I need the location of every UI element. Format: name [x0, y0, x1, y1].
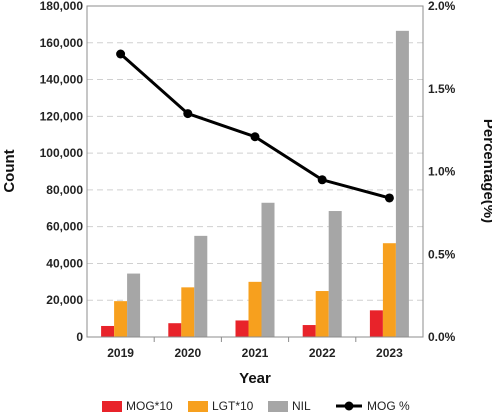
bar	[261, 202, 275, 337]
y-right-tick-label: 2.0%	[428, 0, 456, 13]
y-tick-label: 100,000	[40, 146, 84, 160]
y-tick-labels: 0 20,000 40,000 60,000 80,000 100,000 120,000 1…	[40, 0, 84, 344]
legend-label: MOG*10	[126, 399, 173, 413]
bar	[328, 211, 342, 337]
bar	[395, 30, 409, 337]
legend-swatch	[102, 401, 122, 412]
x-tick-labels: 2019 2020 2021 2022 2023	[107, 337, 403, 360]
bar	[101, 325, 115, 337]
bar	[194, 235, 208, 337]
bar	[248, 281, 262, 337]
y-right-tick-labels: 0.0% 0.5% 1.0% 1.5% 2.0%	[428, 0, 456, 344]
x-tick-label: 2023	[376, 346, 403, 360]
y-right-tick-label: 0.5%	[428, 247, 456, 261]
bar	[127, 273, 141, 337]
bar	[369, 310, 383, 337]
bar	[114, 301, 128, 337]
y-tick-label: 140,000	[40, 73, 84, 87]
bar	[181, 287, 195, 337]
legend-label: NIL	[292, 399, 311, 413]
x-tick-label: 2019	[107, 346, 134, 360]
legend-marker	[344, 401, 354, 411]
x-tick-label: 2022	[309, 346, 336, 360]
y-tick-label: 180,000	[40, 0, 84, 13]
line-path	[119, 52, 390, 200]
grid-lines	[87, 42, 423, 301]
line-point	[317, 175, 327, 185]
bar	[302, 325, 316, 337]
legend-swatch	[268, 401, 288, 412]
y-right-axis-title: Percentage(%)	[480, 119, 492, 223]
line-point	[384, 193, 394, 203]
line-point	[116, 49, 126, 59]
bar	[382, 243, 396, 337]
bar	[315, 291, 329, 337]
y-right-tick-label: 0.0%	[428, 330, 456, 344]
bars	[101, 30, 409, 337]
y-right-tick-label: 1.0%	[428, 165, 456, 179]
y-tick-label: 120,000	[40, 109, 84, 123]
bar	[235, 320, 249, 337]
legend-label: LGT*10	[212, 399, 254, 413]
y-tick-label: 40,000	[46, 256, 83, 270]
legend-swatch	[188, 401, 208, 412]
line-series	[116, 49, 394, 203]
x-tick-label: 2020	[174, 346, 201, 360]
y-right-tick-label: 1.5%	[428, 82, 456, 96]
x-tick-label: 2021	[242, 346, 269, 360]
line-point	[250, 132, 260, 142]
y-tick-label: 80,000	[46, 183, 83, 197]
plot-area-border	[86, 5, 424, 338]
x-axis-title: Year	[239, 370, 271, 387]
y-tick-label: 160,000	[40, 36, 84, 50]
legend: MOG*10 LGT*10 NIL MOG %	[102, 399, 410, 413]
bar	[168, 323, 182, 337]
legend-label: MOG %	[367, 399, 410, 413]
line-point	[183, 109, 193, 119]
y-axis-title: Count	[1, 149, 18, 192]
y-tick-label: 20,000	[46, 293, 83, 307]
y-tick-label: 0	[76, 330, 83, 344]
y-tick-label: 60,000	[46, 220, 83, 234]
